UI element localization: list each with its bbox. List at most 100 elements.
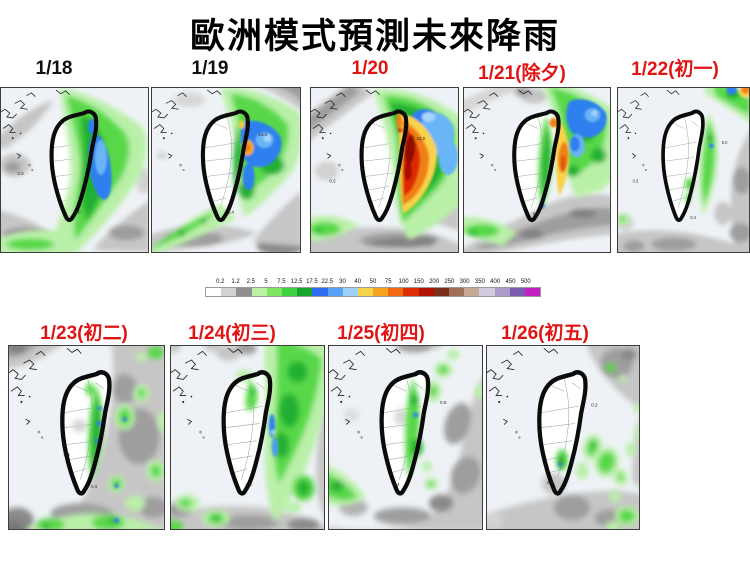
rain-value-label: 13.3: [258, 132, 267, 137]
colorbar-tick: 5: [264, 279, 268, 285]
colorbar-cell: [297, 288, 313, 296]
rain-value-label: 0.6: [533, 211, 540, 216]
rain-value-label: 0.0: [74, 209, 81, 214]
map-panel-0121: 0.6: [463, 87, 611, 253]
page-title: 歐洲模式預測未來降雨: [189, 16, 560, 57]
weather-map-0126: 0.2 1.0: [487, 346, 639, 529]
colorbar-cells: [205, 287, 541, 297]
colorbar-cell: [373, 288, 389, 296]
map-panel-0122: 0.3 0.4 5.0: [617, 87, 750, 253]
green-rain-areas: [171, 346, 324, 529]
rain-value-label: 4.0: [245, 482, 252, 488]
colorbar-cell: [494, 288, 510, 296]
heavy-rain-cores: [558, 462, 562, 467]
colorbar-tick: 500: [520, 279, 531, 285]
weather-map-0124: 4.0: [171, 346, 324, 529]
colorbar-cell: [327, 288, 343, 296]
colorbar-tick: 250: [444, 279, 455, 285]
heavy-rain-cores: [268, 413, 279, 457]
rain-value-label: 0.1: [64, 452, 71, 458]
rain-value-label: 0.4: [393, 482, 400, 488]
rain-value-label: 0.3: [633, 178, 639, 183]
map-label-7: 1/25(初四): [337, 323, 425, 344]
colorbar-tick: 0.2: [216, 279, 225, 285]
rain-value-label: 24.0: [416, 136, 425, 141]
map-panel-0123: 0.1 3.4: [8, 345, 165, 530]
weather-map-0119: 13.3 3.4: [152, 88, 300, 252]
green-rain-areas: [555, 363, 639, 529]
colorbar-tick: 100: [398, 279, 409, 285]
colorbar-cell: [449, 288, 465, 296]
heavy-rain-cores: [709, 88, 749, 149]
weather-map-0123: 0.1 3.4: [9, 346, 164, 529]
heavy-rain-cores: [538, 99, 607, 209]
colorbar-cell: [236, 288, 252, 296]
map-panel-0118: 0.5 0.0: [0, 87, 149, 253]
rain-value-label: 0.4: [690, 215, 696, 220]
colorbar-tick: 30: [339, 279, 346, 285]
map-panel-0119: 13.3 3.4: [151, 87, 301, 253]
heavy-rain-cores: [88, 118, 112, 200]
map-label-5: 1/23(初二): [40, 323, 128, 344]
map-label-4: 1/22(初一): [631, 59, 719, 80]
colorbar-cell: [418, 288, 434, 296]
precipitation-colorbar: 0.2 1.2 2.5 5 7.5 12.5 17.5 22.5 30 40 50 75 100 150 2…: [205, 277, 541, 299]
green-rain-areas: [25, 346, 164, 529]
colorbar-tick: 7.5: [277, 279, 286, 285]
colorbar-cell: [342, 288, 358, 296]
rain-value-label: 1.0: [547, 480, 554, 486]
colorbar-tick: 50: [369, 279, 377, 285]
map-label-8: 1/26(初五): [501, 323, 589, 344]
green-rain-areas: [329, 349, 482, 506]
colorbar-tick: 450: [505, 279, 516, 285]
map-label-0: 1/18: [35, 58, 73, 79]
weather-map-0125: 0.6 0.4: [329, 346, 482, 529]
light-rain-gray-areas: [329, 346, 482, 529]
colorbar-cell: [266, 288, 282, 296]
colorbar-tick: 40: [354, 279, 362, 285]
map-panel-0125: 0.6 0.4: [328, 345, 483, 530]
colorbar-cell: [433, 288, 449, 296]
colorbar-cell: [388, 288, 404, 296]
rain-value-label: 0.6: [440, 400, 447, 406]
rain-value-label: 5.0: [722, 140, 728, 145]
colorbar-cell: [479, 288, 495, 296]
heavy-rain-cores: [396, 109, 458, 214]
heavy-rain-cores: [238, 120, 282, 191]
light-rain-gray-areas: [311, 88, 458, 252]
colorbar-cell: [464, 288, 480, 296]
weather-map-0118: 0.5 0.0: [1, 88, 148, 252]
map-label-2: 1/20: [351, 58, 389, 79]
map-label-6: 1/24(初三): [188, 323, 276, 344]
colorbar-cell: [281, 288, 298, 296]
colorbar-tick: 12.5: [290, 279, 303, 285]
map-panel-0124: 4.0: [170, 345, 325, 530]
colorbar-cell: [251, 288, 267, 296]
rain-value-label: 0.2: [329, 179, 336, 184]
colorbar-tick: 400: [490, 279, 501, 285]
colorbar-tick: 75: [384, 279, 392, 285]
colorbar-tick: 1.2: [231, 279, 240, 285]
rain-value-label: 0.2: [591, 402, 598, 408]
rain-value-label: 3.4: [90, 484, 97, 490]
colorbar-tick: 300: [459, 279, 470, 285]
weather-map-0121: 0.6: [464, 88, 610, 252]
weather-map-0122: 0.3 0.4 5.0: [618, 88, 749, 252]
colorbar-ticks: 0.2 1.2 2.5 5 7.5 12.5 17.5 22.5 30 40 50 75 100 150 2…: [205, 277, 541, 287]
colorbar-tick: 150: [413, 279, 424, 285]
colorbar-cell: [524, 288, 541, 296]
colorbar-cell: [509, 288, 525, 296]
weather-map-0120: 24.0 0.2: [311, 88, 458, 252]
colorbar-cell: [357, 288, 374, 296]
colorbar-tick: 22.5: [321, 279, 334, 285]
colorbar-tick: 350: [474, 279, 485, 285]
map-label-3: 1/21(除夕): [478, 63, 566, 84]
colorbar-cell: [312, 288, 328, 296]
map-label-1: 1/19: [191, 58, 229, 79]
map-panel-0126: 0.2 1.0: [486, 345, 640, 530]
rain-value-label: 3.4: [228, 209, 235, 214]
colorbar-cell: [206, 288, 222, 296]
heavy-rain-cores: [413, 412, 419, 418]
rain-value-label: 0.5: [17, 171, 24, 176]
